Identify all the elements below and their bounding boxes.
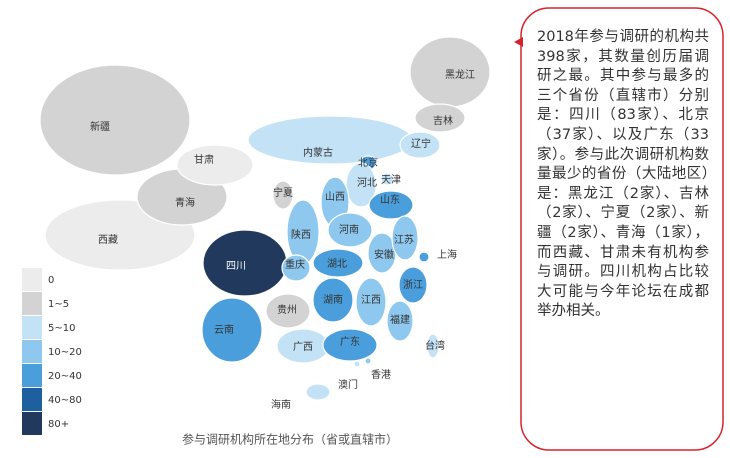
province-label: 海南	[271, 398, 291, 411]
province-label: 河北	[357, 177, 377, 189]
province-label: 山东	[380, 193, 400, 206]
note-marker	[514, 37, 523, 47]
province-label: 黑龙江	[445, 68, 475, 81]
province	[386, 300, 414, 342]
province-label: 辽宁	[411, 137, 431, 150]
province-label: 宁夏	[273, 186, 293, 199]
caption: 参与调研机构所在地分布（省或直辖市）	[182, 432, 398, 447]
province-label: 上海	[437, 248, 457, 261]
legend-swatch	[22, 316, 42, 339]
legend-label: 0	[48, 275, 54, 286]
province-label: 陕西	[291, 228, 311, 241]
province	[353, 360, 361, 368]
province-label: 云南	[214, 323, 234, 336]
province-label: 内蒙古	[303, 146, 333, 159]
province	[414, 103, 466, 133]
province-label: 河南	[339, 223, 359, 236]
province-label: 天津	[381, 174, 401, 186]
province-label: 广西	[293, 341, 313, 353]
province-label: 贵州	[277, 303, 297, 316]
legend-swatch	[22, 292, 42, 315]
legend-swatch	[22, 388, 42, 411]
province	[272, 180, 294, 210]
province	[345, 162, 377, 208]
province	[176, 144, 254, 186]
province	[327, 212, 373, 248]
province	[418, 251, 430, 263]
legend-swatch	[22, 268, 42, 291]
legend-label: 20~40	[48, 371, 82, 382]
province	[364, 357, 372, 365]
province	[312, 277, 354, 323]
legend-swatch	[22, 364, 42, 387]
province	[391, 215, 419, 261]
province-label: 四川	[226, 261, 246, 272]
province-label: 广东	[340, 335, 360, 348]
province-label: 澳门	[338, 378, 358, 391]
province-label: 新疆	[90, 120, 110, 133]
province-label: 台湾	[425, 339, 445, 352]
province-label: 山西	[325, 191, 345, 203]
province	[322, 328, 378, 362]
province-label: 江西	[361, 294, 381, 306]
legend-label: 80+	[48, 419, 69, 430]
province	[368, 190, 414, 220]
province	[201, 297, 263, 363]
province-label: 浙江	[403, 279, 423, 291]
legend-label: 5~10	[48, 323, 75, 334]
province-label: 青海	[175, 196, 195, 209]
province	[399, 131, 441, 159]
province-label: 吉林	[433, 114, 453, 127]
province	[265, 293, 311, 329]
province-label: 湖南	[323, 293, 343, 306]
province-label: 福建	[390, 313, 410, 326]
province-label: 安徽	[374, 248, 394, 261]
province-label: 重庆	[285, 258, 305, 271]
province-label: 西藏	[98, 234, 118, 246]
province	[281, 254, 311, 282]
province	[398, 266, 428, 304]
province-label: 甘肃	[194, 153, 214, 166]
province	[426, 333, 440, 359]
province-label: 北京	[358, 156, 378, 169]
province	[305, 383, 331, 401]
note-text: 2018年参与调研的机构共398家，其数量创历届调研之最。其中参与最多的三个省份…	[537, 29, 709, 320]
legend-swatch	[22, 412, 42, 435]
legend-label: 10~20	[48, 347, 82, 358]
legend-label: 40~80	[48, 395, 82, 406]
province	[380, 172, 394, 186]
province	[355, 277, 387, 327]
province-label: 江苏	[394, 233, 414, 246]
province-label: 湖北	[327, 258, 347, 270]
note-box	[520, 7, 724, 451]
province	[39, 64, 191, 176]
legend-swatch	[22, 340, 42, 363]
legend-label: 1~5	[48, 299, 69, 310]
province	[312, 248, 364, 278]
province-label: 香港	[371, 369, 391, 381]
